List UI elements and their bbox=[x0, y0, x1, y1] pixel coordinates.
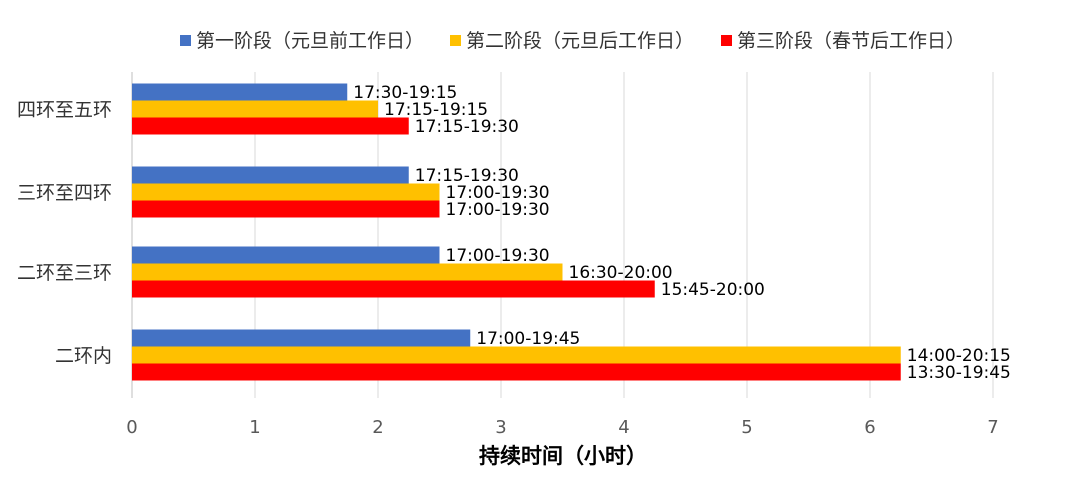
data-labels: 17:30-19:1517:15-19:1517:15-19:3017:15-1… bbox=[353, 83, 1011, 383]
bar bbox=[132, 100, 378, 118]
bar bbox=[132, 200, 440, 218]
bar bbox=[132, 346, 901, 364]
data-label: 17:30-19:15 bbox=[353, 83, 457, 103]
legend-label: 第一阶段（元旦前工作日） bbox=[196, 30, 424, 52]
category-label: 三环至四环 bbox=[17, 182, 112, 204]
x-tick-label: 3 bbox=[495, 417, 506, 438]
bar bbox=[132, 263, 563, 281]
x-tick-label: 0 bbox=[126, 417, 137, 438]
data-label: 17:00-19:45 bbox=[476, 329, 580, 349]
data-label: 17:00-19:30 bbox=[446, 200, 550, 220]
x-tick-label: 7 bbox=[987, 417, 998, 438]
data-label: 17:15-19:30 bbox=[415, 166, 519, 186]
category-label: 二环至三环 bbox=[17, 262, 112, 284]
x-tick-label: 4 bbox=[618, 417, 629, 438]
x-tick-label: 6 bbox=[864, 417, 875, 438]
bar bbox=[132, 329, 471, 347]
data-label: 15:45-20:00 bbox=[661, 280, 765, 300]
category-label: 二环内 bbox=[55, 345, 112, 367]
legend: 第一阶段（元旦前工作日） 第二阶段（元旦后工作日） 第三阶段（春节后工作日） bbox=[180, 30, 965, 52]
bar bbox=[132, 117, 409, 135]
data-label: 16:30-20:00 bbox=[569, 263, 673, 283]
bars bbox=[132, 83, 901, 381]
bar bbox=[132, 363, 901, 381]
bar bbox=[132, 246, 440, 264]
data-label: 17:00-19:30 bbox=[446, 246, 550, 266]
data-label: 13:30-19:45 bbox=[907, 363, 1011, 383]
category-label: 四环至五环 bbox=[17, 99, 112, 121]
legend-label: 第二阶段（元旦后工作日） bbox=[466, 30, 694, 52]
bar bbox=[132, 280, 655, 298]
x-tick-label: 1 bbox=[249, 417, 260, 438]
bar bbox=[132, 183, 440, 201]
legend-label: 第三阶段（春节后工作日） bbox=[737, 30, 965, 52]
data-label: 17:00-19:30 bbox=[446, 183, 550, 203]
x-tick-label: 5 bbox=[741, 417, 752, 438]
data-label: 17:15-19:30 bbox=[415, 117, 519, 137]
legend-swatch bbox=[180, 35, 191, 46]
bar bbox=[132, 83, 348, 101]
data-label: 17:15-19:15 bbox=[384, 100, 488, 120]
data-label: 14:00-20:15 bbox=[907, 346, 1011, 366]
legend-swatch bbox=[450, 35, 461, 46]
x-axis-title: 持续时间（小时） bbox=[479, 444, 647, 468]
legend-swatch bbox=[721, 35, 732, 46]
x-tick-labels: 0 1 2 3 4 5 6 7 bbox=[126, 417, 998, 438]
x-tick-label: 2 bbox=[372, 417, 383, 438]
bar bbox=[132, 166, 409, 184]
